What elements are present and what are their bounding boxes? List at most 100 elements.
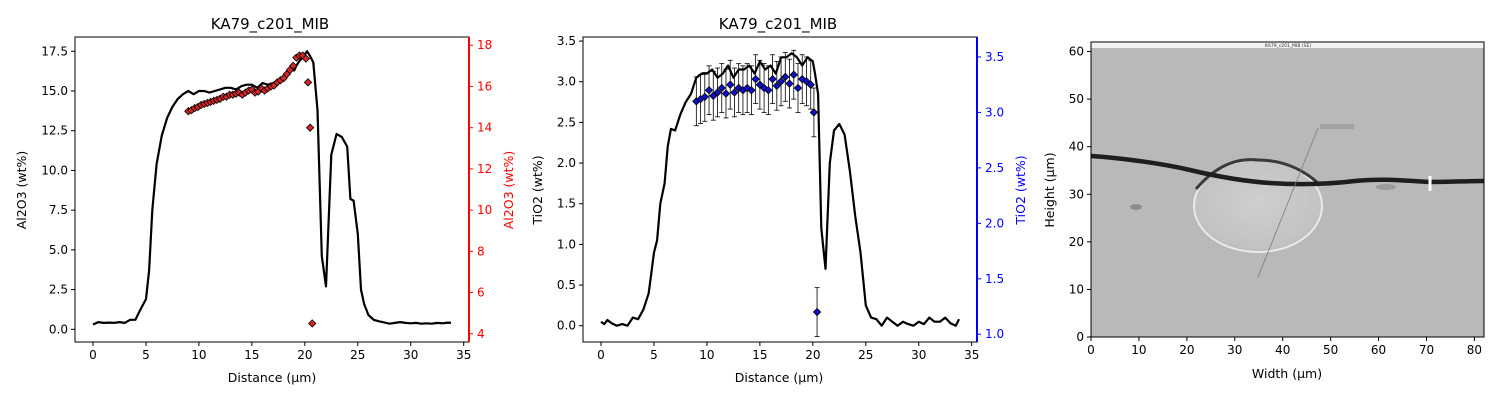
- sem-y-axis-label: Height (µm): [1042, 152, 1057, 227]
- al2o3-profile-panel: KA79_c201_MIB Distance (µm) Al2O3 (wt%) …: [14, 15, 516, 385]
- al2o3-y-tick-label: 17.5: [41, 44, 68, 58]
- tio2-y-axis-label: TiO2 (wt%): [530, 155, 545, 225]
- al2o3-x-tick-label: 35: [456, 348, 471, 362]
- al2o3-y2-tick-label: 12: [477, 162, 492, 176]
- tio2-y2-tick-label: 2.0: [985, 216, 1004, 230]
- sem-y-tick-label: 60: [1069, 45, 1084, 59]
- sem-x-tick-label: 20: [1179, 343, 1194, 357]
- tio2-data-point: [751, 74, 760, 84]
- al2o3-panel-title: KA79_c201_MIB: [211, 15, 329, 34]
- tio2-data-point: [768, 74, 777, 84]
- sem-y-tick-label: 50: [1069, 92, 1084, 106]
- al2o3-y2-tick-label: 4: [477, 327, 485, 341]
- sem-x-tick-label: 0: [1087, 343, 1095, 357]
- tio2-x-tick-label: 15: [752, 348, 767, 362]
- al2o3-y2-tick-label: 8: [477, 244, 485, 258]
- sem-x-tick-label: 70: [1419, 343, 1434, 357]
- sem-x-tick-label: 40: [1275, 343, 1290, 357]
- tio2-y-tick-label: 2.0: [557, 156, 576, 170]
- tio2-y2-tick-label: 3.0: [985, 105, 1004, 119]
- sem-image-panel: KA79_c201_MIB (SE) 0 10 20 30 40 50 60 70 80 0 10 2…: [1042, 41, 1485, 381]
- tio2-x-tick-label: 30: [911, 348, 926, 362]
- sem-image: KA79_c201_MIB (SE): [1091, 42, 1484, 337]
- sem-x-tick-label: 50: [1323, 343, 1338, 357]
- tio2-x-tick-label: 35: [964, 348, 979, 362]
- al2o3-y-tick-label: 15.0: [41, 84, 68, 98]
- al2o3-y2-tick-label: 16: [477, 79, 492, 93]
- tio2-data-point: [704, 86, 714, 95]
- tio2-data-point: [781, 72, 790, 82]
- tio2-y-tick-label: 0.5: [557, 278, 576, 292]
- tio2-profile-panel: KA79_c201_MIB Distance (µm) TiO2 (wt%) T…: [530, 15, 1028, 385]
- tio2-y2-tick-label: 1.0: [985, 327, 1004, 341]
- sem-frame: [1090, 41, 1485, 338]
- tio2-data-point: [776, 77, 786, 86]
- tio2-data-point: [809, 108, 819, 117]
- tio2-series: [600, 49, 960, 337]
- tio2-x-tick-label: 0: [597, 348, 605, 362]
- tio2-data-point: [785, 79, 794, 88]
- al2o3-y2-tick-label: 10: [477, 203, 492, 217]
- al2o3-x-tick-label: 0: [89, 348, 97, 362]
- al2o3-y2-tick-label: 6: [477, 286, 485, 300]
- al2o3-x-tick-label: 30: [403, 348, 418, 362]
- al2o3-data-point: [289, 61, 298, 71]
- tio2-data-point: [747, 86, 756, 95]
- al2o3-y2-tick-label: 14: [477, 121, 492, 135]
- sem-y-tick-label: 30: [1069, 187, 1084, 201]
- tio2-data-point: [789, 70, 798, 79]
- tio2-data-point: [806, 80, 815, 89]
- al2o3-y2-axis-label: Al2O3 (wt%): [501, 151, 516, 230]
- sem-image-caption: KA79_c201_MIB (SE): [1265, 43, 1311, 49]
- al2o3-ticks: 0 5 10 15 20 25 30 35 0.0 2.5 5.0 7.5 10.0 12.5 15.0 17…: [41, 38, 492, 362]
- tio2-data-point: [793, 83, 803, 93]
- analysis-traverse: [1257, 127, 1319, 278]
- tio2-x-tick-label: 5: [650, 348, 658, 362]
- tio2-data-point: [812, 307, 822, 317]
- tio2-data-point: [772, 81, 781, 90]
- tio2-y2-tick-label: 2.5: [985, 161, 1004, 175]
- sem-caption-band: [1091, 42, 1484, 48]
- sem-y-tick-label: 40: [1069, 140, 1084, 154]
- inclusion-shadow: [1194, 158, 1319, 190]
- al2o3-series: [92, 50, 452, 328]
- tio2-y-tick-label: 3.0: [557, 75, 576, 89]
- pit-left: [1130, 204, 1142, 210]
- al2o3-data-point: [301, 54, 311, 63]
- tio2-y-tick-label: 2.5: [557, 115, 576, 129]
- tio2-data-point: [721, 89, 731, 98]
- tio2-y2-tick-label: 1.5: [985, 272, 1004, 286]
- tio2-x-axis-label: Distance (µm): [735, 370, 824, 385]
- sem-ticks: 0 10 20 30 40 50 60 70 80 0 10 20 30 40 50 60: [1069, 45, 1482, 357]
- tio2-data-point: [730, 88, 739, 97]
- al2o3-x-tick-label: 20: [297, 348, 312, 362]
- al2o3-y-tick-label: 5.0: [49, 243, 68, 257]
- sem-x-tick-label: 60: [1371, 343, 1386, 357]
- sem-x-tick-label: 80: [1467, 343, 1482, 357]
- sem-x-tick-label: 30: [1227, 343, 1242, 357]
- al2o3-y2-tick-label: 18: [477, 38, 492, 52]
- al2o3-profile-line: [92, 50, 452, 326]
- al2o3-y-tick-label: 7.5: [49, 203, 68, 217]
- tio2-x-tick-label: 10: [699, 348, 714, 362]
- tio2-x-tick-label: 20: [805, 348, 820, 362]
- tio2-data-point: [764, 86, 773, 95]
- al2o3-x-tick-label: 15: [244, 348, 259, 362]
- tio2-panel-title: KA79_c201_MIB: [719, 15, 837, 34]
- pit-right: [1376, 184, 1396, 190]
- al2o3-data-point: [308, 319, 317, 328]
- al2o3-y-axis-label: Al2O3 (wt%): [14, 151, 29, 230]
- al2o3-x-tick-label: 10: [191, 348, 206, 362]
- tio2-data-point: [726, 80, 735, 89]
- sem-y-tick-label: 20: [1069, 235, 1084, 249]
- tio2-y-tick-label: 3.5: [557, 34, 576, 48]
- tio2-x-tick-label: 25: [858, 348, 873, 362]
- sem-x-tick-label: 10: [1131, 343, 1146, 357]
- traverse-label: [1320, 124, 1354, 129]
- tio2-y-tick-label: 1.0: [557, 237, 576, 251]
- tio2-ticks: 0 5 10 15 20 25 30 35 0.0 0.5 1.0 1.5 2.0 2.5 3.0 3.5 1.…: [557, 34, 1004, 362]
- tio2-y-tick-label: 1.5: [557, 197, 576, 211]
- al2o3-x-tick-label: 25: [350, 348, 365, 362]
- tio2-y2-axis-label: TiO2 (wt%): [1013, 155, 1028, 225]
